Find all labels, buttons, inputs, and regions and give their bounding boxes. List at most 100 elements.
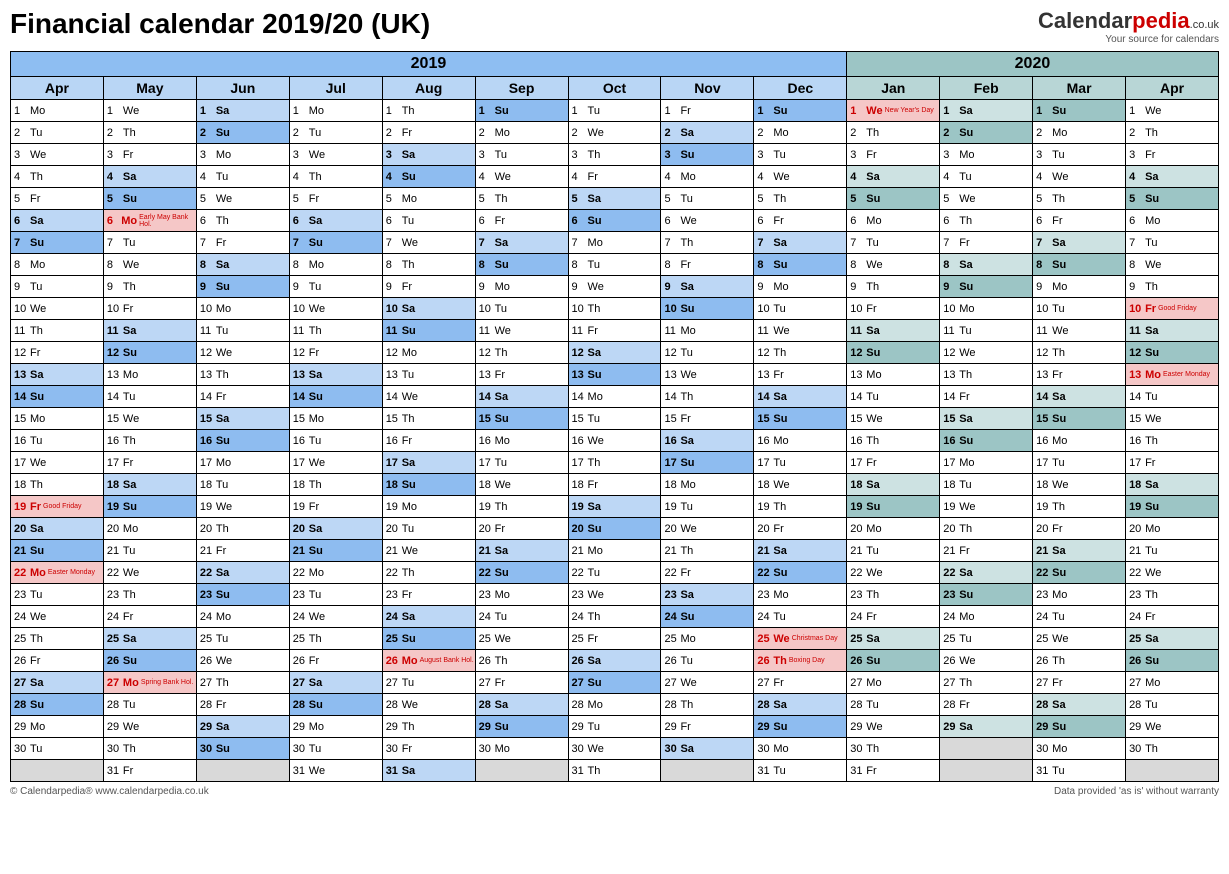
day-cell: 15We bbox=[104, 408, 197, 430]
day-cell: 18Su bbox=[383, 474, 476, 496]
day-cell: 9Th bbox=[1126, 276, 1219, 298]
day-cell: 11Sa bbox=[847, 320, 940, 342]
day-cell: 4Mo bbox=[661, 166, 754, 188]
month-header: Oct bbox=[569, 76, 662, 100]
day-cell: 7Tu bbox=[104, 232, 197, 254]
day-cell: 2Su bbox=[197, 122, 290, 144]
day-cell: 6Fr bbox=[476, 210, 569, 232]
month-header: Sep bbox=[476, 76, 569, 100]
day-cell: 7Su bbox=[11, 232, 104, 254]
day-cell: 28Tu bbox=[847, 694, 940, 716]
day-cell: 19We bbox=[197, 496, 290, 518]
day-cell: 14Th bbox=[661, 386, 754, 408]
day-cell: 20Su bbox=[569, 518, 662, 540]
day-cell: 23Th bbox=[847, 584, 940, 606]
day-cell: 2Tu bbox=[11, 122, 104, 144]
day-cell: 27Tu bbox=[383, 672, 476, 694]
day-cell: 2Th bbox=[847, 122, 940, 144]
day-cell: 28Tu bbox=[1126, 694, 1219, 716]
day-cell: 3We bbox=[11, 144, 104, 166]
day-cell: 22Mo bbox=[290, 562, 383, 584]
day-cell: 17Mo bbox=[940, 452, 1033, 474]
day-cell: 8Su bbox=[476, 254, 569, 276]
day-cell: 27Th bbox=[940, 672, 1033, 694]
day-cell: 8Mo bbox=[290, 254, 383, 276]
day-cell: 26Su bbox=[1126, 650, 1219, 672]
day-cell: 22Sa bbox=[940, 562, 1033, 584]
day-cell: 27Fr bbox=[1033, 672, 1126, 694]
day-cell: 30Tu bbox=[11, 738, 104, 760]
day-cell: 13Fr bbox=[754, 364, 847, 386]
day-cell: 25Th bbox=[11, 628, 104, 650]
day-cell: 3Fr bbox=[104, 144, 197, 166]
day-cell: 8Su bbox=[1033, 254, 1126, 276]
month-header: Jul bbox=[290, 76, 383, 100]
day-cell: 24Tu bbox=[476, 606, 569, 628]
day-cell: 25Fr bbox=[569, 628, 662, 650]
day-cell: 20Sa bbox=[11, 518, 104, 540]
day-cell: 3Th bbox=[569, 144, 662, 166]
day-cell: 11Mo bbox=[661, 320, 754, 342]
day-cell: 29Su bbox=[754, 716, 847, 738]
day-cell: 19Sa bbox=[569, 496, 662, 518]
day-cell: 5Th bbox=[1033, 188, 1126, 210]
day-cell: 4Th bbox=[290, 166, 383, 188]
day-cell: 27MoSpring Bank Hol. bbox=[104, 672, 197, 694]
day-cell: 15We bbox=[847, 408, 940, 430]
header: Financial calendar 2019/20 (UK) Calendar… bbox=[10, 8, 1219, 45]
day-cell: 13Tu bbox=[383, 364, 476, 386]
day-cell: 21Sa bbox=[1033, 540, 1126, 562]
day-cell: 17We bbox=[290, 452, 383, 474]
day-cell: 6Su bbox=[569, 210, 662, 232]
day-cell: 2Th bbox=[1126, 122, 1219, 144]
day-cell: 18Mo bbox=[661, 474, 754, 496]
day-cell: 10Tu bbox=[1033, 298, 1126, 320]
day-cell: 16Mo bbox=[1033, 430, 1126, 452]
day-cell: 3Fr bbox=[1126, 144, 1219, 166]
day-cell: 30Fr bbox=[383, 738, 476, 760]
day-cell: 12Tu bbox=[661, 342, 754, 364]
day-cell: 22Su bbox=[476, 562, 569, 584]
day-cell: 25Su bbox=[383, 628, 476, 650]
day-cell: 31Tu bbox=[1033, 760, 1126, 782]
day-cell: 10Fr bbox=[104, 298, 197, 320]
day-cell: 4Tu bbox=[940, 166, 1033, 188]
day-cell: 27Fr bbox=[754, 672, 847, 694]
day-cell: 22We bbox=[1126, 562, 1219, 584]
day-cell: 16Fr bbox=[383, 430, 476, 452]
day-cell: 18Th bbox=[11, 474, 104, 496]
day-cell: 27We bbox=[661, 672, 754, 694]
day-cell: 5We bbox=[197, 188, 290, 210]
day-cell: 28Su bbox=[290, 694, 383, 716]
day-cell: 30Su bbox=[197, 738, 290, 760]
day-cell: 9Mo bbox=[476, 276, 569, 298]
day-cell: 16Sa bbox=[661, 430, 754, 452]
day-cell: 9Tu bbox=[11, 276, 104, 298]
day-cell: 7Sa bbox=[476, 232, 569, 254]
day-cell: 3Fr bbox=[847, 144, 940, 166]
day-cell: 27Sa bbox=[290, 672, 383, 694]
day-cell: 7Sa bbox=[1033, 232, 1126, 254]
day-cell: 23Mo bbox=[476, 584, 569, 606]
day-cell: 28Mo bbox=[569, 694, 662, 716]
day-cell: 7We bbox=[383, 232, 476, 254]
day-cell: 12We bbox=[197, 342, 290, 364]
day-cell: 21Tu bbox=[104, 540, 197, 562]
day-cell: 22Su bbox=[754, 562, 847, 584]
day-cell: 21Su bbox=[290, 540, 383, 562]
day-cell: 25Sa bbox=[104, 628, 197, 650]
day-cell: 18Th bbox=[290, 474, 383, 496]
day-cell: 1Mo bbox=[11, 100, 104, 122]
day-cell: 18We bbox=[1033, 474, 1126, 496]
day-cell bbox=[1126, 760, 1219, 782]
day-cell: 8Mo bbox=[11, 254, 104, 276]
day-cell: 23Fr bbox=[383, 584, 476, 606]
day-cell: 18We bbox=[754, 474, 847, 496]
day-cell: 3Su bbox=[661, 144, 754, 166]
day-cell: 6Tu bbox=[383, 210, 476, 232]
day-cell: 27Su bbox=[569, 672, 662, 694]
day-cell: 14Sa bbox=[754, 386, 847, 408]
day-cell: 26MoAugust Bank Hol. bbox=[383, 650, 476, 672]
day-cell: 31Sa bbox=[383, 760, 476, 782]
month-header: Feb bbox=[940, 76, 1033, 100]
